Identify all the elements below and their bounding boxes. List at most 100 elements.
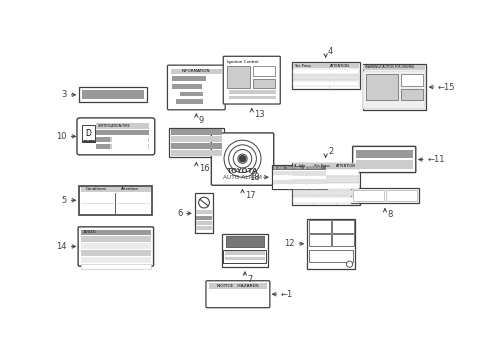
Bar — [111, 144, 147, 149]
Bar — [292, 163, 358, 169]
Bar — [171, 69, 221, 74]
Bar — [96, 130, 149, 135]
Bar — [81, 264, 151, 269]
Bar — [81, 250, 151, 256]
Text: 10015: 10015 — [82, 230, 96, 234]
Bar — [292, 75, 358, 80]
Text: CERTIFICATION/TIRE: CERTIFICATION/TIRE — [98, 124, 130, 128]
Text: 2: 2 — [327, 147, 332, 156]
Bar — [81, 230, 151, 235]
Text: ←15: ←15 — [437, 82, 455, 91]
Text: 5: 5 — [61, 196, 67, 205]
Bar — [196, 226, 211, 230]
Bar — [292, 69, 358, 74]
Bar — [292, 197, 358, 203]
Bar — [355, 160, 412, 169]
Bar — [81, 257, 151, 263]
Bar — [363, 71, 424, 109]
Text: 6: 6 — [177, 209, 182, 218]
Bar — [81, 237, 151, 242]
Bar — [292, 190, 358, 197]
Bar — [272, 180, 326, 184]
Bar — [224, 257, 264, 260]
Bar — [111, 137, 147, 142]
Bar — [79, 87, 147, 103]
Bar — [400, 74, 422, 86]
Bar — [168, 128, 224, 157]
Bar — [225, 237, 264, 247]
Bar — [253, 78, 274, 88]
Bar — [362, 64, 425, 110]
Text: A  Info: A Info — [293, 164, 305, 168]
Bar — [96, 144, 149, 149]
Circle shape — [346, 261, 352, 267]
Text: WARNING/CAUTION FOR DRIVING: WARNING/CAUTION FOR DRIVING — [364, 66, 413, 69]
Bar — [272, 171, 326, 175]
Bar — [253, 66, 274, 76]
Bar — [172, 84, 202, 89]
Bar — [292, 183, 358, 189]
Bar — [306, 219, 354, 269]
FancyBboxPatch shape — [223, 56, 280, 104]
Text: NOTICE   HAZARDS: NOTICE HAZARDS — [217, 284, 258, 288]
Text: A  Info   Tire Press   ATTENTION: A Info Tire Press ATTENTION — [274, 166, 320, 170]
Bar — [208, 283, 266, 289]
Bar — [228, 90, 276, 94]
Text: Tire Press: Tire Press — [313, 164, 330, 168]
Text: ATTENTION: ATTENTION — [329, 63, 349, 68]
Bar — [180, 92, 203, 96]
Bar — [350, 188, 418, 203]
Circle shape — [198, 197, 209, 208]
Text: 12: 12 — [284, 239, 294, 248]
Bar — [172, 76, 206, 81]
Bar — [96, 137, 110, 142]
Bar — [223, 249, 266, 264]
Text: 17: 17 — [244, 191, 255, 200]
Text: ATTENTION: ATTENTION — [336, 164, 355, 168]
Text: INFORMATION: INFORMATION — [182, 69, 210, 73]
Bar — [271, 165, 326, 189]
Bar — [171, 136, 221, 142]
Text: ←11: ←11 — [427, 155, 444, 164]
Text: ←1: ←1 — [281, 290, 293, 299]
FancyBboxPatch shape — [205, 281, 269, 308]
Text: 16: 16 — [198, 164, 209, 173]
Text: Conditions: Conditions — [85, 188, 106, 192]
Bar — [171, 130, 221, 135]
FancyBboxPatch shape — [352, 147, 415, 172]
Bar — [96, 137, 149, 142]
Bar — [81, 187, 151, 192]
Bar — [226, 66, 250, 88]
Bar — [308, 234, 330, 247]
Text: 9: 9 — [198, 116, 203, 125]
Bar — [292, 176, 358, 183]
Bar — [82, 90, 143, 99]
Bar — [79, 186, 152, 215]
Bar — [365, 74, 397, 100]
Bar — [171, 150, 221, 156]
Bar — [196, 216, 211, 220]
Bar — [292, 81, 358, 86]
Bar — [272, 166, 326, 170]
Text: D: D — [85, 129, 91, 138]
Text: 4: 4 — [327, 47, 332, 56]
Text: Ignition Control: Ignition Control — [226, 60, 258, 64]
Bar — [400, 89, 422, 100]
Bar — [196, 210, 211, 214]
Bar — [272, 185, 326, 189]
Text: 13: 13 — [254, 110, 264, 119]
Bar — [308, 249, 353, 262]
Bar — [96, 123, 149, 129]
Bar — [331, 220, 353, 233]
Text: 3: 3 — [61, 90, 67, 99]
Bar — [331, 234, 353, 247]
Bar — [272, 176, 326, 180]
Bar — [221, 234, 267, 266]
Bar — [176, 99, 203, 104]
Text: 18: 18 — [248, 173, 259, 182]
Text: 10: 10 — [56, 132, 67, 141]
Bar — [363, 65, 424, 70]
Text: Attention: Attention — [121, 188, 139, 192]
Bar — [171, 143, 221, 149]
Bar — [196, 221, 211, 225]
